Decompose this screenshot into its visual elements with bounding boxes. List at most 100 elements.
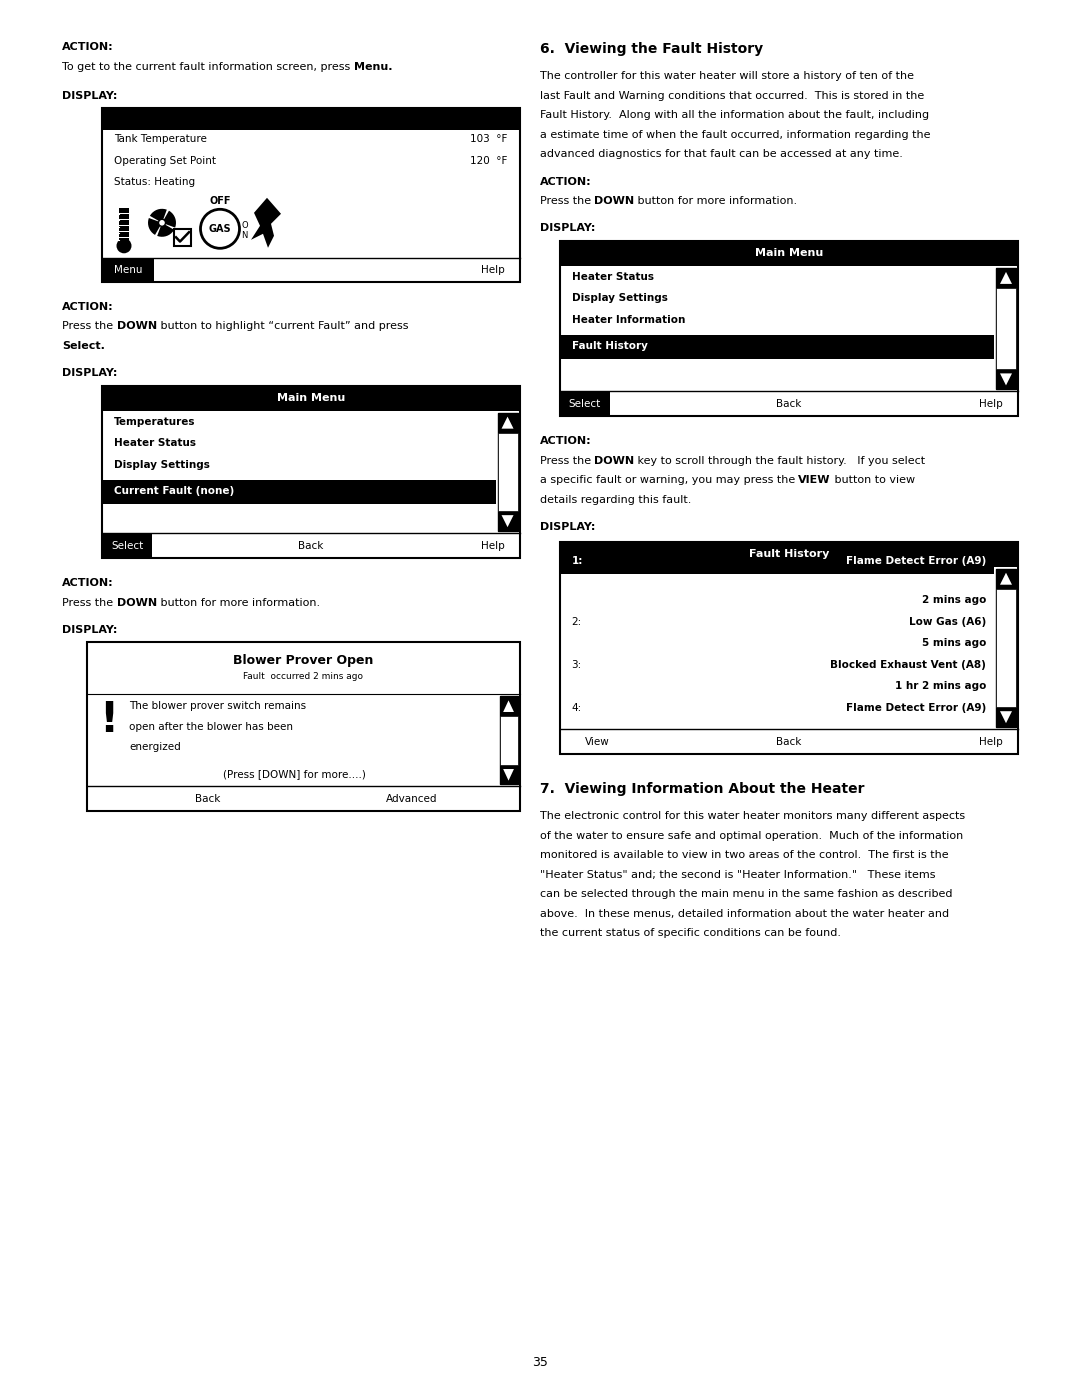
Bar	[500, 766, 517, 785]
Bar	[996, 569, 1016, 588]
Polygon shape	[501, 515, 513, 527]
Text: 35: 35	[532, 1356, 548, 1369]
Bar	[102, 109, 519, 130]
Bar	[119, 237, 129, 243]
Text: The blower prover switch remains: The blower prover switch remains	[129, 701, 306, 711]
Text: 1:: 1:	[571, 556, 583, 566]
Text: key to scroll through the fault history.   If you select: key to scroll through the fault history.…	[634, 455, 926, 467]
Text: Heater Information: Heater Information	[571, 314, 685, 326]
Text: Press the: Press the	[62, 321, 117, 331]
Text: Operating Set Point: Operating Set Point	[114, 156, 216, 166]
Text: 5 mins ago: 5 mins ago	[921, 638, 986, 648]
Text: ACTION:: ACTION:	[62, 42, 113, 52]
Circle shape	[201, 210, 240, 249]
Bar	[996, 268, 1016, 288]
Bar	[119, 214, 129, 219]
Text: N: N	[242, 232, 248, 240]
Bar	[996, 268, 1016, 390]
Text: Main Menu: Main Menu	[755, 249, 823, 258]
Text: DOWN: DOWN	[594, 196, 634, 205]
Bar	[498, 511, 517, 531]
Text: a specific fault or warning, you may press the: a specific fault or warning, you may pre…	[540, 475, 798, 485]
Bar	[559, 552, 994, 574]
Text: advanced diagnostics for that fault can be accessed at any time.: advanced diagnostics for that fault can …	[540, 149, 903, 159]
Polygon shape	[162, 211, 176, 228]
Text: To get to the current fault information screen, press: To get to the current fault information …	[62, 61, 354, 71]
Bar	[559, 542, 1018, 567]
Bar	[119, 219, 129, 225]
Text: Fault History: Fault History	[571, 341, 647, 351]
Bar	[559, 240, 1018, 416]
Text: ACTION:: ACTION:	[62, 302, 113, 312]
Text: The electronic control for this water heater monitors many different aspects: The electronic control for this water he…	[540, 812, 964, 821]
Text: Temperatures: Temperatures	[114, 416, 195, 426]
Text: 7.  Viewing Information About the Heater: 7. Viewing Information About the Heater	[540, 782, 864, 796]
Text: 2 mins ago: 2 mins ago	[921, 595, 986, 605]
Text: of the water to ensure safe and optimal operation.  Much of the information: of the water to ensure safe and optimal …	[540, 831, 962, 841]
Text: "Heater Status" and; the second is "Heater Information."   These items: "Heater Status" and; the second is "Heat…	[540, 870, 935, 880]
Text: Select: Select	[568, 400, 600, 409]
Text: DISPLAY:: DISPLAY:	[62, 367, 118, 379]
Text: Back: Back	[777, 736, 801, 747]
Bar	[119, 208, 129, 212]
Text: Help: Help	[481, 265, 504, 275]
Text: Blocked Exhaust Vent (A8): Blocked Exhaust Vent (A8)	[831, 659, 986, 669]
Polygon shape	[503, 768, 514, 781]
Text: Heater Information: Heater Information	[114, 481, 228, 492]
Bar	[102, 534, 152, 559]
Text: DOWN: DOWN	[594, 455, 634, 467]
Bar	[996, 588, 1016, 707]
Circle shape	[159, 219, 165, 226]
Bar	[559, 542, 1018, 754]
Text: The controller for this water heater will store a history of ten of the: The controller for this water heater wil…	[540, 71, 914, 81]
Text: a estimate time of when the fault occurred, information regarding the: a estimate time of when the fault occurr…	[540, 130, 930, 140]
Text: Main Menu: Main Menu	[276, 393, 345, 404]
Text: Help: Help	[481, 541, 504, 550]
Bar	[498, 412, 517, 433]
Text: Help: Help	[980, 736, 1003, 747]
Bar	[996, 369, 1016, 390]
Bar	[500, 697, 517, 785]
Text: details regarding this fault.: details regarding this fault.	[540, 495, 691, 504]
Text: 120  °F: 120 °F	[470, 156, 508, 166]
Text: Help: Help	[980, 400, 1003, 409]
Text: Tank Temperature: Tank Temperature	[114, 134, 207, 144]
Polygon shape	[1000, 272, 1012, 284]
Text: O: O	[242, 221, 248, 231]
Text: 1 hr 2 mins ago: 1 hr 2 mins ago	[894, 682, 986, 692]
Text: GAS: GAS	[208, 224, 231, 233]
Text: Back: Back	[195, 793, 220, 805]
Text: 103  °F: 103 °F	[470, 134, 508, 144]
Text: Fault History: Fault History	[748, 549, 829, 559]
Text: Blower Prover Open: Blower Prover Open	[233, 655, 374, 668]
Text: Press the: Press the	[540, 196, 594, 205]
Text: 2:: 2:	[571, 616, 582, 627]
Bar	[102, 481, 496, 504]
Text: Flame Detect Error (A9): Flame Detect Error (A9)	[846, 556, 986, 566]
Text: button to highlight “current Fault” and press: button to highlight “current Fault” and …	[157, 321, 411, 331]
Text: last Fault and Warning conditions that occurred.  This is stored in the: last Fault and Warning conditions that o…	[540, 91, 923, 101]
Polygon shape	[501, 416, 513, 429]
Text: Display Settings: Display Settings	[571, 293, 667, 303]
Text: Menu.: Menu.	[354, 61, 392, 71]
Text: energized: energized	[129, 742, 180, 753]
Bar	[102, 386, 519, 411]
Polygon shape	[1000, 373, 1012, 386]
Text: DOWN: DOWN	[117, 598, 157, 608]
Polygon shape	[251, 198, 281, 247]
Text: ACTION:: ACTION:	[62, 578, 113, 588]
Polygon shape	[1000, 711, 1012, 724]
Text: Heater Status: Heater Status	[114, 439, 195, 448]
Text: VIEW: VIEW	[798, 475, 831, 485]
Text: View: View	[585, 736, 610, 747]
Polygon shape	[150, 208, 166, 222]
Bar	[102, 386, 519, 559]
Bar	[102, 258, 154, 282]
Bar	[500, 715, 517, 766]
Text: above.  In these menus, detailed information about the water heater and: above. In these menus, detailed informat…	[540, 909, 948, 919]
Text: DISPLAY:: DISPLAY:	[62, 624, 118, 636]
Text: !: !	[99, 700, 119, 742]
Text: button for more information.: button for more information.	[634, 196, 797, 205]
Text: Heater Status: Heater Status	[571, 272, 653, 282]
Bar	[87, 643, 519, 812]
